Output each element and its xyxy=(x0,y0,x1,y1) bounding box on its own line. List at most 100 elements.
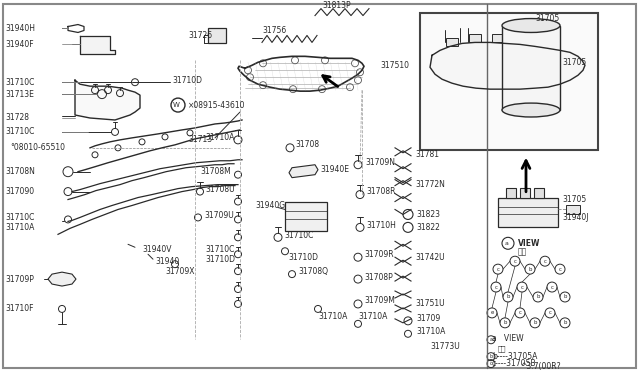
Text: c: c xyxy=(550,285,554,289)
Text: 31813P: 31813P xyxy=(322,1,351,10)
Text: b----31705A: b----31705A xyxy=(492,352,538,361)
Text: 31940E: 31940E xyxy=(320,165,349,174)
Bar xyxy=(469,35,481,42)
Text: b: b xyxy=(563,320,567,326)
Text: 31709M: 31709M xyxy=(364,296,395,305)
Text: 31940: 31940 xyxy=(155,257,179,266)
Text: 31940V: 31940V xyxy=(142,245,172,254)
Bar xyxy=(446,38,458,46)
Text: 31708U: 31708U xyxy=(205,185,235,194)
Text: 31705: 31705 xyxy=(535,14,559,23)
Text: 31781: 31781 xyxy=(415,150,439,159)
Text: ×08915-43610: ×08915-43610 xyxy=(188,100,246,110)
Text: c: c xyxy=(518,310,522,315)
Text: 31713: 31713 xyxy=(188,135,212,144)
Text: 31709N: 31709N xyxy=(365,158,395,167)
Text: 矢視: 矢視 xyxy=(518,248,527,257)
Text: 31728: 31728 xyxy=(5,113,29,122)
Text: 31756: 31756 xyxy=(262,26,286,35)
Text: c: c xyxy=(490,361,492,366)
Text: c: c xyxy=(497,267,499,272)
Text: °08010-65510: °08010-65510 xyxy=(10,143,65,152)
Text: c: c xyxy=(559,267,561,272)
Ellipse shape xyxy=(502,19,560,32)
Text: 31710D: 31710D xyxy=(172,76,202,85)
Bar xyxy=(520,187,530,198)
Text: 31710A: 31710A xyxy=(205,134,234,142)
Text: 31710H: 31710H xyxy=(366,221,396,230)
Text: 31710A: 31710A xyxy=(5,223,35,232)
Text: 31940G: 31940G xyxy=(255,201,285,210)
Bar xyxy=(506,187,516,198)
Text: 31822: 31822 xyxy=(416,223,440,232)
Text: 31708R: 31708R xyxy=(366,187,396,196)
Text: b: b xyxy=(533,320,537,326)
Text: 31710A: 31710A xyxy=(318,312,348,321)
Text: a   VIEW: a VIEW xyxy=(492,334,524,343)
Text: 31708M: 31708M xyxy=(200,167,231,176)
Text: 31713E: 31713E xyxy=(5,90,34,99)
Text: 317510: 317510 xyxy=(380,61,409,70)
Text: 31705: 31705 xyxy=(562,58,586,67)
Text: 31726: 31726 xyxy=(188,31,212,40)
Polygon shape xyxy=(289,165,318,178)
Text: 31709P: 31709P xyxy=(5,275,34,283)
Text: 31709X: 31709X xyxy=(165,267,195,276)
Text: 31710C: 31710C xyxy=(5,128,35,137)
Text: 31708Q: 31708Q xyxy=(298,267,328,276)
Text: 31708N: 31708N xyxy=(5,167,35,176)
Text: 317090: 317090 xyxy=(5,187,34,196)
Text: c: c xyxy=(520,285,524,289)
Text: a: a xyxy=(505,241,509,246)
Text: 31823: 31823 xyxy=(416,210,440,219)
Text: 31710C: 31710C xyxy=(5,213,35,222)
Text: 31705: 31705 xyxy=(562,195,586,204)
Text: b: b xyxy=(528,267,532,272)
Text: 31709R: 31709R xyxy=(364,250,394,259)
Bar xyxy=(542,41,554,48)
Text: c: c xyxy=(548,310,552,315)
Polygon shape xyxy=(430,42,585,89)
Text: a: a xyxy=(490,337,493,342)
Text: 31773U: 31773U xyxy=(430,342,460,351)
Text: b: b xyxy=(503,320,507,326)
Text: 31772N: 31772N xyxy=(415,180,445,189)
Text: c: c xyxy=(543,259,547,264)
Text: 31710C: 31710C xyxy=(284,231,314,240)
Text: 31940H: 31940H xyxy=(5,24,35,33)
Text: 31710C: 31710C xyxy=(5,78,35,87)
Polygon shape xyxy=(80,36,115,54)
Text: 31708: 31708 xyxy=(295,140,319,149)
Text: 31710D: 31710D xyxy=(205,255,235,264)
Text: W: W xyxy=(173,102,179,108)
Text: 31710C: 31710C xyxy=(205,245,234,254)
Bar xyxy=(285,202,327,231)
Text: e: e xyxy=(490,310,493,315)
Bar xyxy=(498,198,558,227)
Text: b: b xyxy=(506,295,509,299)
Bar xyxy=(208,29,226,44)
Text: 31710A: 31710A xyxy=(416,327,445,336)
Text: b: b xyxy=(563,295,567,299)
Text: c----31705B: c----31705B xyxy=(492,359,536,368)
Text: c: c xyxy=(513,259,516,264)
Polygon shape xyxy=(75,80,140,120)
Text: 31751U: 31751U xyxy=(415,299,445,308)
Text: 31709: 31709 xyxy=(416,314,440,323)
Text: b: b xyxy=(536,295,540,299)
Polygon shape xyxy=(48,272,76,286)
Bar xyxy=(502,26,560,110)
Text: 31742U: 31742U xyxy=(415,253,445,262)
Bar xyxy=(566,205,580,214)
Text: c: c xyxy=(495,285,497,289)
Text: 31710F: 31710F xyxy=(5,304,33,314)
Text: 31708P: 31708P xyxy=(364,273,393,282)
Text: 31940F: 31940F xyxy=(5,40,34,49)
Bar xyxy=(492,35,504,42)
Text: 31710D: 31710D xyxy=(288,253,318,262)
Bar xyxy=(534,187,544,198)
Bar xyxy=(420,13,598,150)
Text: 矢視: 矢視 xyxy=(498,345,506,352)
Text: 31710A: 31710A xyxy=(358,312,387,321)
Text: ^3.7(00R?: ^3.7(00R? xyxy=(520,362,561,371)
